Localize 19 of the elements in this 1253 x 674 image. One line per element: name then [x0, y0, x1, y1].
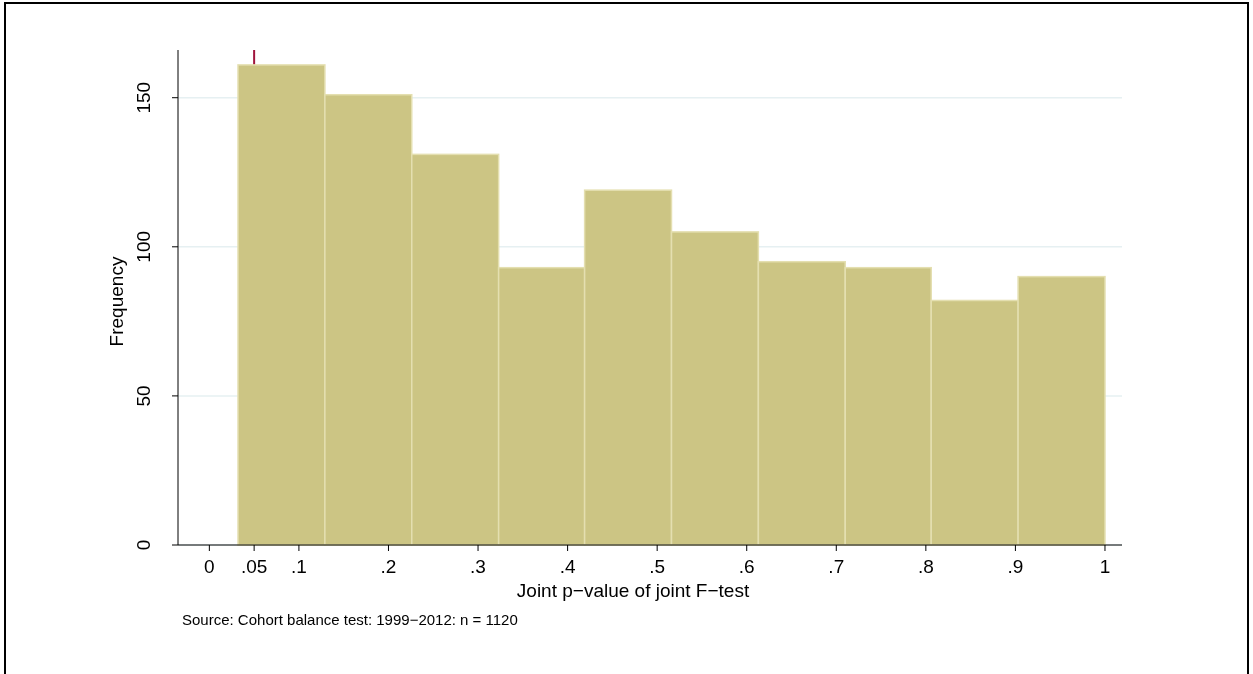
x-tick-label: .3: [470, 556, 486, 577]
x-tick-label: .9: [1007, 556, 1024, 577]
y-axis-title: Frequency: [106, 256, 127, 347]
x-tick-label: .8: [917, 556, 934, 577]
y-tick-label: 50: [133, 385, 154, 407]
y-tick-label: 0: [133, 539, 154, 551]
source-note: Source: Cohort balance test: 1999−2012: n = 1120: [182, 611, 518, 628]
y-tick-label: 100: [133, 230, 154, 263]
x-tick-label: .6: [738, 556, 755, 577]
x-tick-label: 1: [1099, 556, 1111, 577]
x-tick-label: 0: [204, 556, 215, 577]
x-tick-label: .1: [290, 556, 307, 577]
x-tick-label: .5: [649, 556, 666, 577]
x-tick-label: .7: [828, 556, 845, 577]
x-tick-label: .2: [380, 556, 397, 577]
x-tick-label: .4: [559, 556, 576, 577]
x-axis-title: Joint p−value of joint F−test: [516, 580, 750, 601]
y-tick-label: 150: [133, 81, 154, 114]
x-tick-label: .05: [240, 556, 268, 577]
